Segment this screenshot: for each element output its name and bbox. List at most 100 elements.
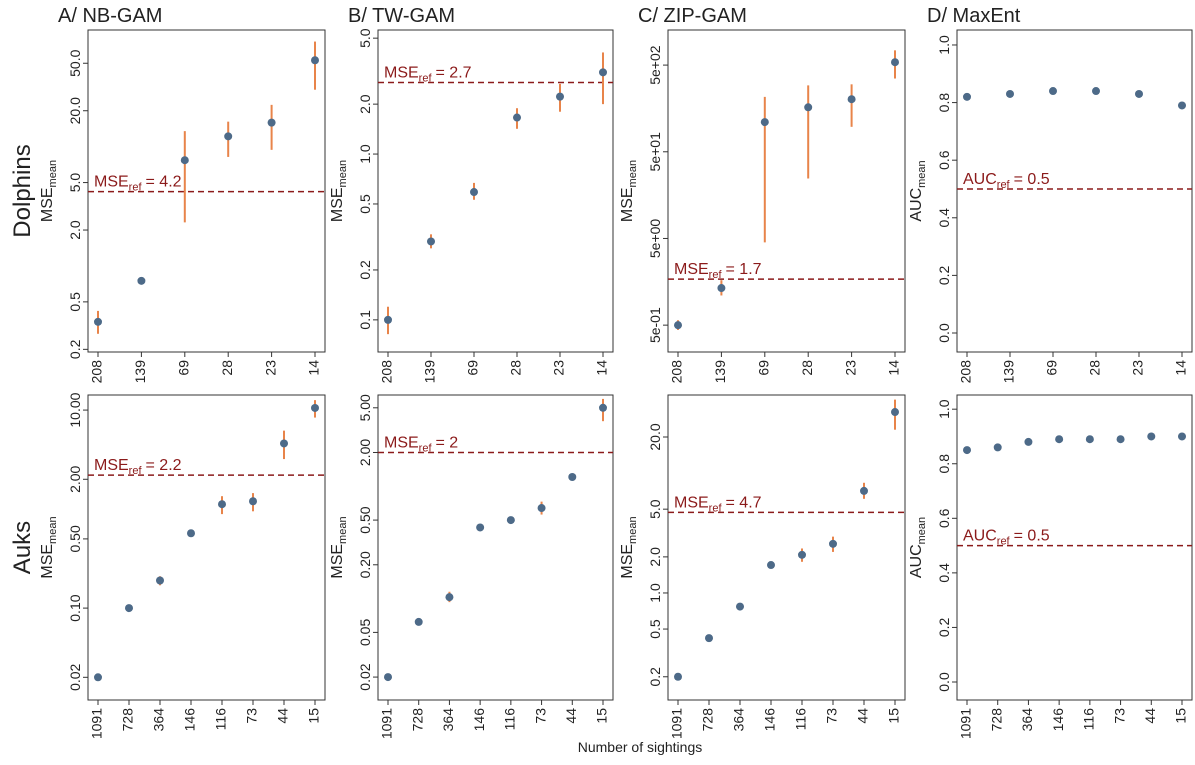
x-tick-label: 208: [958, 360, 974, 384]
reference-label-ref-sub: ref: [709, 502, 723, 514]
point: [94, 317, 102, 326]
point: [476, 523, 485, 532]
y-tick-label: 1.0: [936, 399, 952, 419]
x-tick-label: 208: [669, 360, 685, 384]
y-tick-label: 5e+01: [647, 132, 663, 172]
y-tick-label: 0.0: [936, 672, 952, 692]
x-tick-label: 14: [306, 360, 322, 376]
point: [891, 408, 899, 417]
row-label: Dolphins: [9, 144, 36, 237]
reference-label-ref-value-label: = 1.7: [726, 261, 762, 278]
y-tick-label: 2.0: [67, 220, 83, 240]
x-tick-label: 23: [1130, 360, 1146, 376]
y-axis-label: AUCmean: [908, 517, 928, 578]
reference-label-ref-value-label: = 0.5: [1014, 528, 1050, 545]
plot-frame: [377, 394, 614, 701]
y-tick-label: 20.0: [647, 423, 663, 450]
point: [506, 516, 515, 525]
point: [94, 673, 102, 682]
point: [804, 103, 813, 112]
y-tick-label: 0.02: [357, 663, 373, 690]
y-tick-label: 5.0: [357, 28, 373, 48]
panel-title: D/ MaxEnt: [927, 5, 1021, 27]
point: [568, 472, 577, 481]
point: [427, 237, 435, 246]
x-tick-label: 28: [1087, 360, 1103, 376]
point: [705, 634, 713, 643]
y-tick-label: 10.00: [67, 392, 83, 427]
point: [156, 576, 164, 585]
point: [1006, 89, 1014, 98]
point: [384, 673, 392, 682]
panel-title: A/ NB-GAM: [58, 5, 162, 27]
y-tick-label: 1.0: [936, 35, 952, 55]
reference-label-ref-label: MSE: [674, 261, 709, 278]
point: [767, 561, 775, 570]
point: [829, 539, 837, 548]
y-tick-label: 0.2: [647, 667, 663, 687]
x-tick-label: 1091: [958, 708, 974, 739]
x-tick-label: 28: [799, 360, 815, 376]
x-tick-label: 1091: [379, 708, 395, 739]
reference-label-ref-sub: ref: [997, 179, 1011, 191]
point: [963, 446, 971, 455]
x-tick-label: 44: [855, 708, 871, 724]
y-tick-label: 0.50: [357, 506, 373, 533]
x-tick-label: 15: [594, 708, 610, 724]
x-tick-label: 69: [176, 360, 192, 376]
y-axis-label-main: AUC: [908, 188, 925, 222]
reference-label-ref-value-label: = 2: [436, 434, 459, 451]
reference-label: MSEref = 2.7: [384, 65, 472, 85]
y-tick-label: 0.0: [936, 323, 952, 343]
x-tick-label: 15: [886, 708, 902, 724]
point: [384, 315, 392, 324]
x-tick-label: 728: [988, 708, 1004, 732]
reference-label-ref-sub: ref: [709, 269, 723, 281]
x-tick-label: 139: [422, 360, 438, 384]
point: [963, 92, 971, 101]
point: [513, 113, 521, 122]
x-tick-label: 208: [89, 360, 105, 384]
x-tick-label: 146: [182, 708, 198, 732]
x-tick-label: 73: [1111, 708, 1127, 724]
y-tick-label: 0.5: [67, 292, 83, 312]
y-axis-label-main: MSE: [329, 187, 346, 222]
x-tick-label: 23: [842, 360, 858, 376]
x-tick-label: 146: [471, 708, 487, 732]
point: [414, 617, 423, 626]
x-tick-label: 1091: [89, 708, 105, 739]
x-tick-label: 364: [731, 708, 747, 732]
x-tick-label: 44: [563, 708, 579, 724]
x-tick-label: 728: [700, 708, 716, 732]
point: [1092, 87, 1100, 96]
reference-label-ref-value-label: = 4.2: [146, 174, 182, 191]
point: [1178, 101, 1186, 110]
x-tick-label: 44: [1142, 708, 1158, 724]
y-tick-label: 5.00: [357, 394, 373, 421]
point: [736, 602, 744, 611]
x-tick-label: 73: [824, 708, 840, 724]
x-tick-label: 73: [532, 708, 548, 724]
point: [674, 321, 682, 330]
point: [470, 188, 478, 197]
reference-label: MSEref = 4.2: [94, 174, 182, 194]
y-tick-label: 0.1: [357, 310, 373, 330]
y-axis-label-sub: mean: [916, 160, 928, 188]
y-axis-label: MSEmean: [619, 516, 639, 578]
y-tick-label: 0.6: [936, 150, 952, 170]
y-axis-label-main: MSE: [619, 544, 636, 579]
y-tick-label: 0.5: [357, 194, 373, 214]
point: [847, 95, 856, 104]
point: [267, 118, 276, 127]
y-tick-label: 5e+02: [647, 45, 663, 85]
reference-label: MSEref = 2: [384, 434, 458, 454]
point: [860, 486, 868, 495]
y-axis-label: MSEmean: [39, 516, 59, 578]
point: [1147, 432, 1156, 441]
y-tick-label: 0.4: [936, 563, 952, 583]
y-tick-label: 0.02: [67, 663, 83, 690]
reference-label-ref-label: MSE: [94, 457, 129, 474]
y-tick-label: 0.8: [936, 454, 952, 474]
y-tick-label: 5e-01: [647, 307, 663, 343]
